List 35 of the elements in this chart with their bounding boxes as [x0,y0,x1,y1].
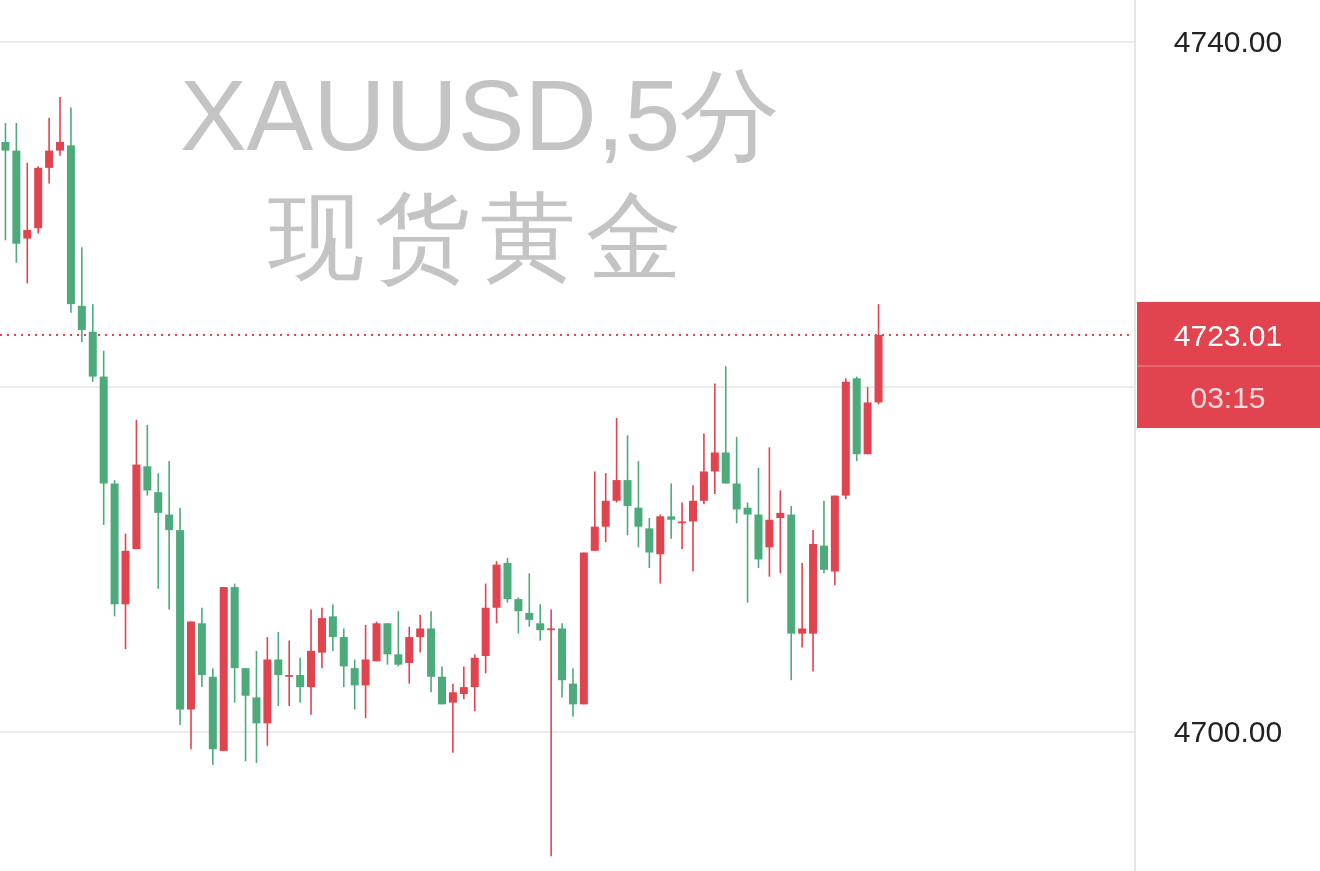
candlestick [743,501,752,604]
candlestick [776,489,785,575]
candlestick [350,658,359,711]
candlestick [328,603,337,652]
candlestick [1,122,10,242]
candlestick [394,610,403,668]
candlestick [274,631,283,707]
text: 现货黄金 [268,181,692,293]
candlestick [547,608,556,857]
text: 03:15 [1190,380,1266,414]
candlestick [459,665,468,700]
y-tick-label: 4740.00 [1173,25,1283,59]
candlestick [165,460,174,611]
candlestick [667,482,676,540]
candlestick [285,639,294,707]
candlestick [710,382,719,495]
candlestick [634,460,643,549]
candlestick [296,656,305,704]
ref-line-label: 4723.01 [1173,318,1283,352]
candlestick [612,417,621,504]
candlestick [514,596,523,635]
candlestick [798,562,807,649]
candlestick [23,161,32,285]
candlestick [154,472,163,590]
candlestick [536,603,545,642]
candlestick [678,501,687,550]
candlestick [45,117,54,185]
candlestick [689,484,698,573]
candlestick [56,96,65,157]
y-tick-label: 4700.00 [1173,715,1283,749]
candlestick [448,682,457,754]
candlestick [416,613,425,654]
text: XAUUSD,5分 [179,59,781,171]
candlestick [568,667,577,718]
candlestick [525,572,534,628]
